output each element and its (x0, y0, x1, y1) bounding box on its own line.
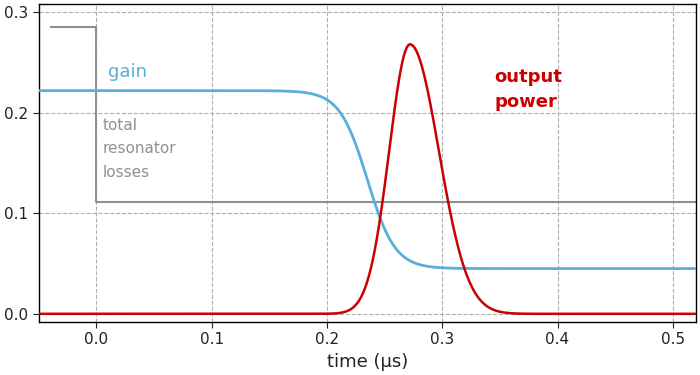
Text: total
resonator
losses: total resonator losses (102, 118, 176, 180)
Text: output
power: output power (494, 68, 562, 111)
X-axis label: time (μs): time (μs) (327, 353, 408, 371)
Text: gain: gain (108, 63, 147, 81)
